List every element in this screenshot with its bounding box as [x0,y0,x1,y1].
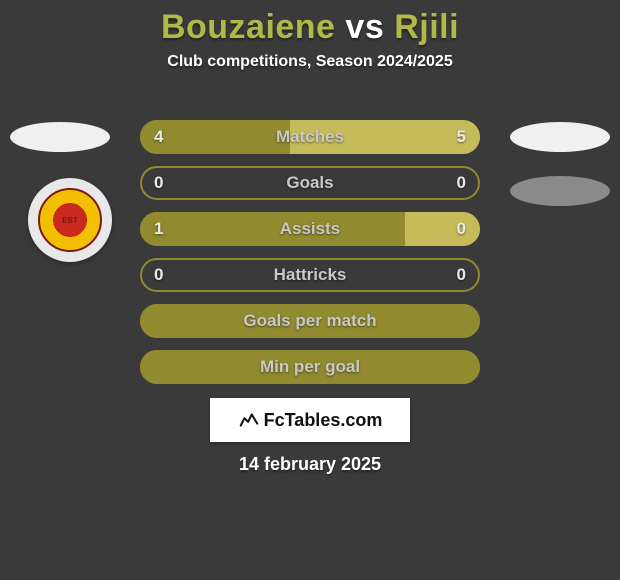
stat-value-left: 1 [154,212,163,246]
title-vs: vs [335,8,394,46]
comparison-title: Bouzaiene vs Rjili [0,0,620,47]
title-player-right: Rjili [394,8,459,46]
stats-panel: Matches45Goals00Assists10Hattricks00Goal… [140,120,480,396]
club-right-placeholder-icon [510,176,610,206]
title-player-left: Bouzaiene [161,8,336,46]
brand-badge: FcTables.com [210,398,410,442]
stat-value-right: 0 [457,166,466,200]
player-right-placeholder-icon [510,122,610,152]
stat-value-left: 0 [154,166,163,200]
stat-label: Goals per match [140,304,480,338]
stat-row: Goals0 0 [140,166,480,200]
stat-label: Goals [140,166,480,200]
stat-row: Matches4 5 [140,120,480,154]
brand-text: FcTables.com [264,410,383,431]
fctables-logo-icon [238,409,260,431]
stat-value-left: 0 [154,258,163,292]
player-left-placeholder-icon [10,122,110,152]
stat-value-right: 5 [457,120,466,154]
stat-row: Assists1 0 [140,212,480,246]
stat-row: Hattricks0 0 [140,258,480,292]
stat-row: Goals per match [140,304,480,338]
stat-label: Hattricks [140,258,480,292]
esperance-tunis-icon: EST [38,188,102,252]
stat-label: Min per goal [140,350,480,384]
stat-label: Assists [140,212,480,246]
stat-label: Matches [140,120,480,154]
stat-value-right: 0 [457,258,466,292]
comparison-subtitle: Club competitions, Season 2024/2025 [0,53,620,71]
stat-value-left: 4 [154,120,163,154]
stat-value-right: 0 [457,212,466,246]
stat-row: Min per goal [140,350,480,384]
club-left-badge: EST [28,178,112,262]
snapshot-date: 14 february 2025 [0,454,620,475]
